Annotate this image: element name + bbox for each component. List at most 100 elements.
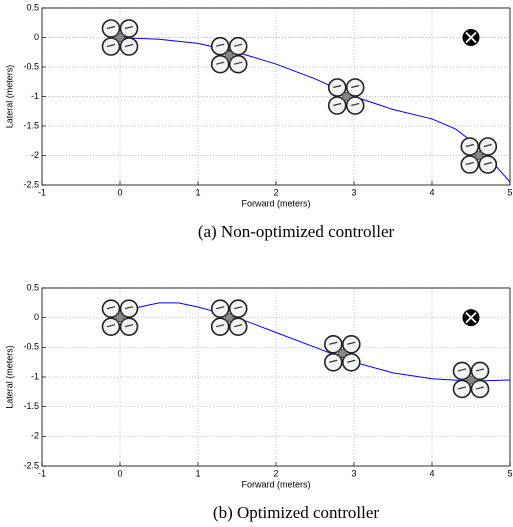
x-tick-label: 1: [195, 187, 200, 197]
quadrotor: [460, 137, 498, 174]
rotor: [478, 155, 498, 174]
rotor: [210, 317, 230, 336]
trajectory: [119, 302, 511, 382]
rotor: [119, 37, 139, 56]
x-tick-label: 2: [273, 187, 278, 197]
rotor: [101, 299, 121, 318]
x-tick-label: 3: [351, 187, 356, 197]
y-tick-label: -1: [31, 371, 39, 381]
rotor: [470, 361, 490, 381]
rotor: [101, 317, 121, 336]
body: [466, 375, 476, 385]
x-tick-label: 4: [429, 187, 434, 197]
rotor: [101, 37, 121, 56]
rotor: [210, 299, 230, 318]
rotor: [460, 155, 480, 174]
y-tick-label: -1.5: [23, 120, 39, 130]
rotor: [228, 36, 248, 56]
rotor: [470, 379, 490, 399]
y-tick-label: -2: [31, 150, 39, 160]
rotor-arm: [465, 143, 474, 148]
body: [474, 151, 484, 160]
quadrotor: [452, 361, 490, 399]
rotor-arm: [106, 43, 116, 48]
rotor-arm: [234, 61, 243, 65]
x-tick-label: -1: [38, 187, 46, 197]
rotor: [323, 352, 343, 372]
x-tick-label: -1: [38, 468, 46, 478]
rotor: [460, 137, 480, 156]
rotor-arm: [347, 341, 356, 345]
rotor-arm: [216, 43, 225, 47]
quadrotor: [210, 299, 248, 336]
rotor-arm: [329, 359, 338, 363]
rotor: [341, 334, 361, 354]
quadrotor: [101, 19, 139, 56]
body: [115, 313, 125, 323]
y-tick-label: -0.5: [23, 342, 39, 352]
subplot: -1 0 1 2 3 4 5 0.5 0 -0.5 -1 -1.5 -2 -2.5 Forward (met…: [4, 2, 512, 241]
rotor: [452, 361, 472, 381]
rotor-arm: [333, 102, 342, 107]
rotor: [210, 36, 230, 56]
rotor: [228, 317, 248, 336]
rotor-arm: [234, 324, 243, 328]
quadrotor: [323, 334, 361, 372]
body: [224, 313, 234, 323]
rotor: [119, 299, 139, 318]
rotor: [101, 19, 121, 38]
rotor-arm: [457, 386, 467, 390]
rotor: [228, 299, 248, 318]
rotor-arm: [351, 102, 360, 107]
rotor-arm: [106, 306, 116, 310]
caption: (a) Non-optimized controller: [198, 222, 395, 241]
body: [115, 33, 125, 42]
x-tick-label: 2: [273, 468, 278, 478]
rotor-arm: [216, 61, 225, 65]
x-tick-label: 0: [117, 187, 122, 197]
rotor-arm: [106, 324, 116, 328]
x-tick-label: 5: [507, 187, 512, 197]
target: [462, 309, 480, 327]
rotor-arm: [124, 306, 134, 310]
y-tick-label: 0: [34, 32, 39, 42]
x-tick-label: 4: [429, 468, 434, 478]
rotor: [119, 317, 139, 336]
rotor-arm: [483, 143, 492, 148]
rotor: [323, 334, 343, 354]
y-tick-label: 0.5: [26, 2, 39, 12]
rotor-arm: [216, 306, 225, 310]
rotor-arm: [216, 324, 225, 328]
rotor-arm: [106, 25, 116, 30]
subplot: -1 0 1 2 3 4 5 0.5 0 -0.5 -1 -1.5 -2 -2.5 Forward (met…: [4, 282, 512, 522]
rotor-arm: [124, 43, 134, 48]
rotor: [341, 352, 361, 372]
rotor-arm: [234, 43, 243, 47]
body: [337, 348, 347, 358]
quadrotor: [327, 78, 365, 115]
x-tick-label: 5: [507, 468, 512, 478]
caption: (b) Optimized controller: [213, 503, 380, 522]
rotor-arm: [329, 341, 338, 345]
quadrotor: [101, 299, 139, 336]
x-tick-label: 0: [117, 468, 122, 478]
target: [462, 29, 480, 46]
axes-frame: [41, 7, 511, 186]
x-axis-label: Forward (meters): [241, 198, 310, 208]
rotor: [119, 19, 139, 38]
rotor-arm: [475, 386, 485, 390]
x-tick-label: 1: [195, 468, 200, 478]
rotor-arm: [124, 324, 134, 328]
rotor-arm: [333, 84, 342, 89]
rotor-arm: [351, 84, 360, 89]
rotor-arm: [347, 359, 356, 363]
y-tick-label: -1.5: [23, 401, 39, 411]
y-tick-label: 0.5: [26, 282, 39, 292]
y-tick-label: 0: [34, 312, 39, 322]
rotor-arm: [457, 368, 467, 372]
quadrotor: [210, 36, 248, 74]
x-axis-label: Forward (meters): [241, 479, 310, 489]
rotor: [327, 78, 347, 97]
rotor: [228, 54, 248, 74]
